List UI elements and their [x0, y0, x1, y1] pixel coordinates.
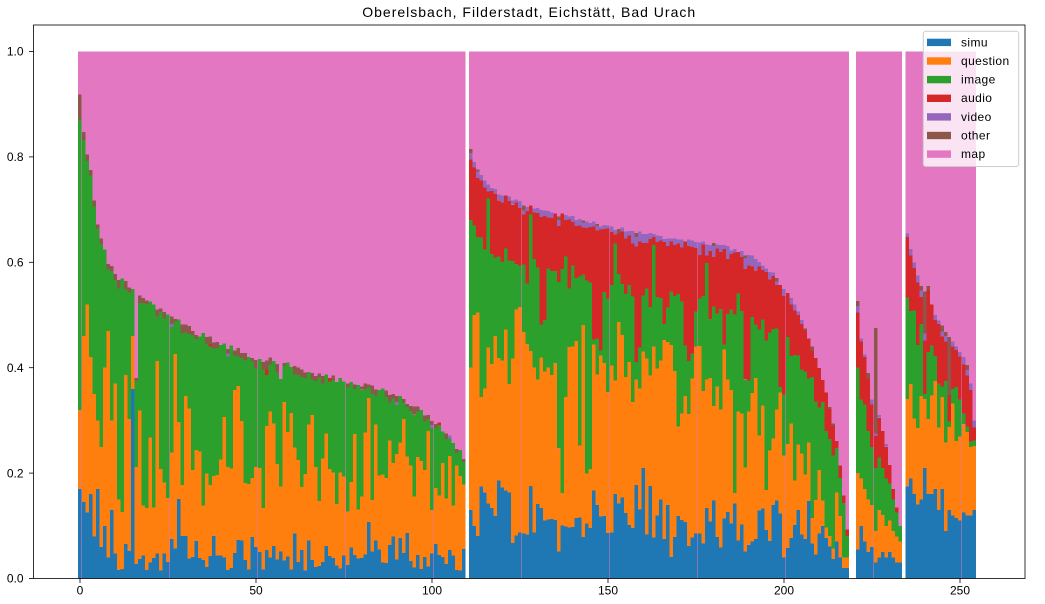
svg-text:1.0: 1.0 — [7, 45, 24, 59]
svg-text:Oberelsbach, Filderstadt, Eich: Oberelsbach, Filderstadt, Eichstätt, Bad… — [362, 4, 696, 20]
svg-text:0.4: 0.4 — [7, 361, 24, 375]
svg-text:other: other — [961, 128, 990, 142]
svg-text:150: 150 — [598, 583, 618, 597]
svg-text:0.0: 0.0 — [7, 572, 24, 586]
svg-text:video: video — [961, 110, 992, 124]
svg-text:map: map — [961, 147, 986, 161]
svg-text:0.8: 0.8 — [7, 150, 24, 164]
svg-text:0.6: 0.6 — [7, 256, 24, 270]
svg-text:200: 200 — [774, 583, 794, 597]
svg-text:0.2: 0.2 — [7, 466, 24, 480]
svg-text:simu: simu — [961, 35, 988, 49]
svg-text:250: 250 — [950, 583, 970, 597]
svg-text:50: 50 — [249, 583, 263, 597]
svg-text:0: 0 — [77, 583, 84, 597]
svg-text:100: 100 — [422, 583, 442, 597]
svg-text:question: question — [961, 54, 1010, 68]
svg-text:audio: audio — [961, 91, 992, 105]
svg-text:image: image — [961, 73, 996, 87]
